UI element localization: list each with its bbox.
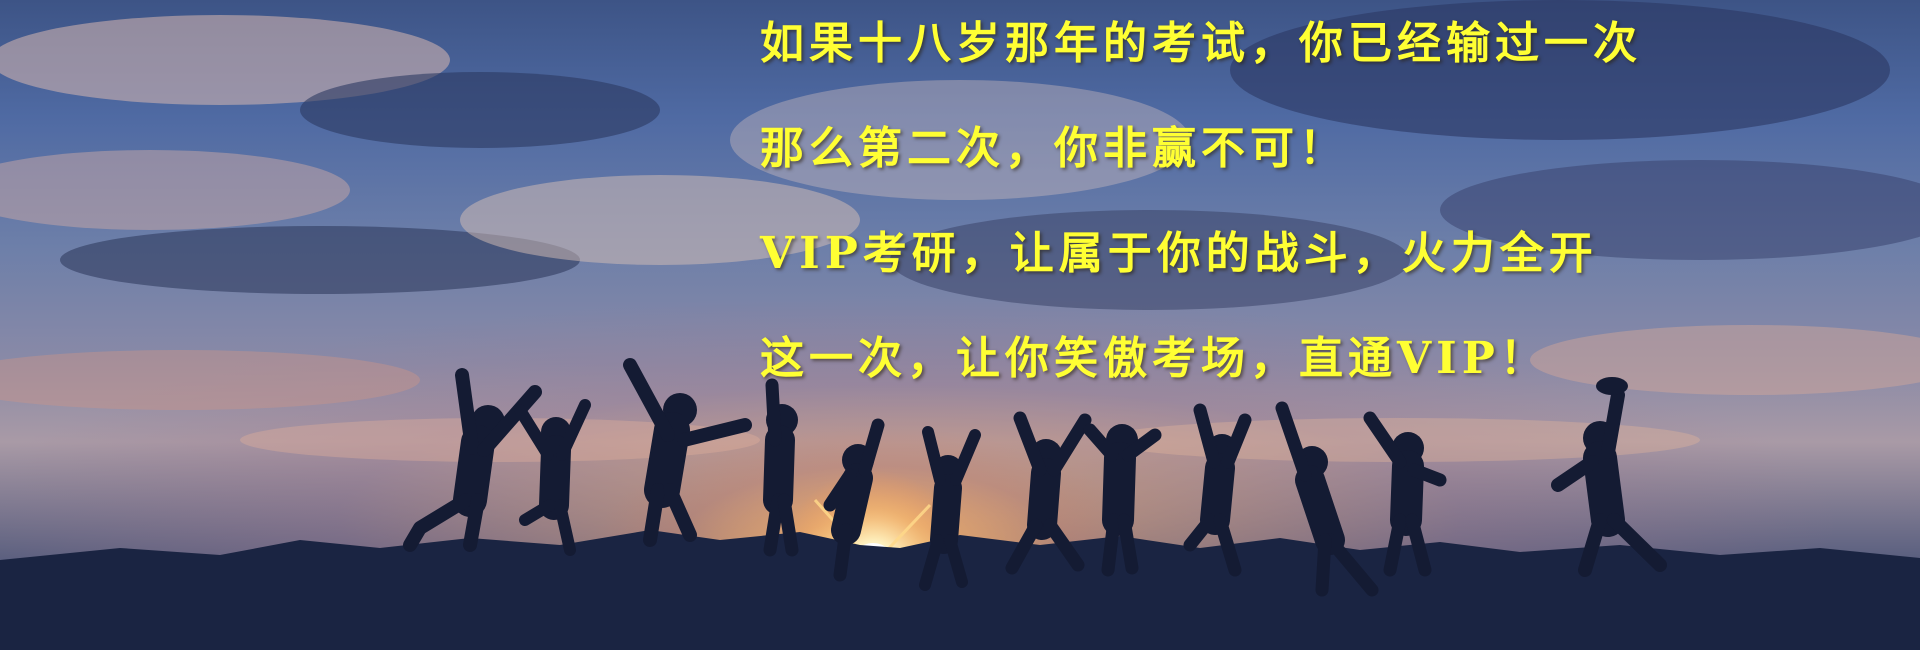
headline-line-3: VIP考研，让属于你的战斗，火力全开 [760, 228, 1598, 279]
headline-line-4: 这一次，让你笑傲考场，直通VIP！ [760, 333, 1549, 384]
rocky-ground [0, 530, 1920, 650]
headline-text-block: 如果十八岁那年的考试，你已经输过一次 那么第二次，你非赢不可！ VIP考研，让属… [760, 22, 1642, 442]
headline-line-2: 那么第二次，你非赢不可！ [760, 123, 1348, 174]
headline-line-1: 如果十八岁那年的考试，你已经输过一次 [760, 18, 1642, 69]
jumping-people-silhouettes [403, 358, 1667, 597]
clouds [0, 0, 1920, 462]
